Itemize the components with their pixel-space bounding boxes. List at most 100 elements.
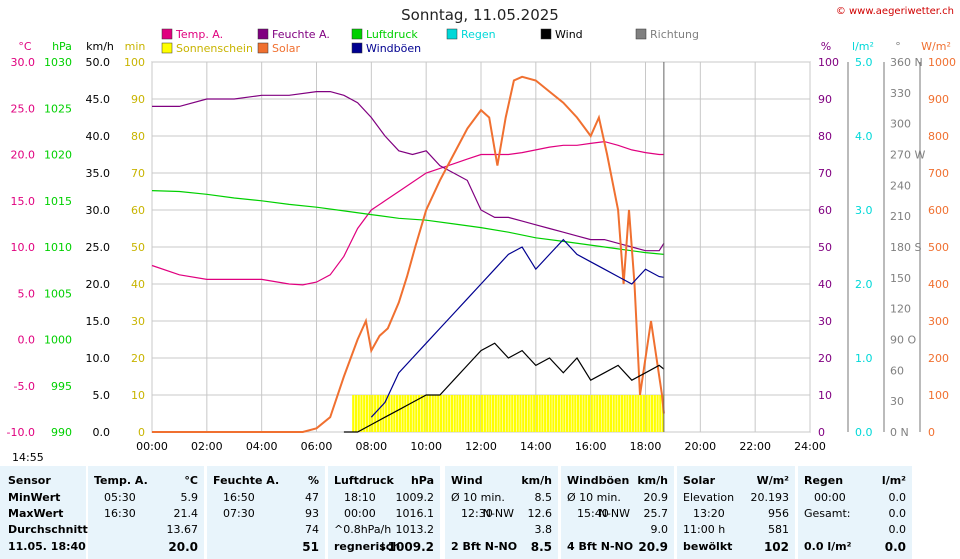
summary-row: 2 Bft N-NO 8.5 xyxy=(449,540,554,556)
summary-cell-label: Temp. A. xyxy=(94,474,148,487)
direction-tick-label: 240 xyxy=(890,179,911,192)
wind-tick-label: 10.0 xyxy=(86,352,111,365)
summary-cell-direction: N-NW xyxy=(598,507,630,520)
summary-cell-value: 0.0 xyxy=(888,523,907,536)
summary-cell-value: 1016.1 xyxy=(395,507,435,520)
temp-tick-label: 10.0 xyxy=(11,241,36,254)
summary-cell-value: 20.9 xyxy=(638,540,668,554)
humidity-tick-label: 80 xyxy=(818,130,832,143)
sunshine-bar xyxy=(404,395,407,432)
humidity-tick-label: 40 xyxy=(818,278,832,291)
sunshine-bar xyxy=(653,395,656,432)
sunshine-bar xyxy=(527,395,530,432)
sunshine-bar xyxy=(557,395,560,432)
copyright-link[interactable]: © www.aegeriwetter.ch xyxy=(835,6,954,17)
summary-cell-label: Ø 10 min. xyxy=(451,491,505,504)
summary-row: 0.0 l/m² 0.0 xyxy=(802,540,908,556)
wind-tick-label: 5.0 xyxy=(93,389,111,402)
summary-cell-value: km/h xyxy=(521,474,552,487)
wind-tick-label: 15.0 xyxy=(86,315,111,328)
sunshine-bar xyxy=(598,395,602,432)
legend-swatch xyxy=(161,42,173,54)
solar-tick-label: 200 xyxy=(928,352,949,365)
legend-swatch xyxy=(351,42,363,54)
sunshine-bar xyxy=(555,395,558,432)
summary-row: 00:00 1016.1 xyxy=(332,507,436,523)
temp-tick-label: 25.0 xyxy=(11,102,36,115)
sunshine-bar xyxy=(650,395,654,432)
x-tick-label: 20:00 xyxy=(684,440,716,453)
summary-cell-value: 8.5 xyxy=(534,491,553,504)
sunshine-bar xyxy=(371,395,374,432)
wind-unit-label: km/h xyxy=(86,40,114,53)
sunshine-bar xyxy=(489,395,492,432)
rain-tick-label: 4.0 xyxy=(855,130,873,143)
sunshine-bar xyxy=(538,395,541,432)
summary-cell-label: 00:00 xyxy=(344,507,376,520)
sunshine-tick-label: 0 xyxy=(138,426,145,439)
sunshine-bar xyxy=(409,395,412,432)
pressure-tick-label: 1025 xyxy=(44,102,72,115)
sunshine-bar xyxy=(360,395,363,432)
summary-row: 12:30 N-NW 12.6 xyxy=(449,507,554,523)
sunshine-unit-label: min xyxy=(125,40,146,53)
summary-cell-value: % xyxy=(307,474,319,487)
summary-cell-value: 74 xyxy=(305,523,319,536)
x-tick-label: 08:00 xyxy=(355,440,387,453)
sunshine-bar xyxy=(417,395,421,432)
summary-cell-label: 16:30 xyxy=(104,507,136,520)
direction-tick-label: 360 N xyxy=(890,56,923,69)
temp-tick-label: 20.0 xyxy=(11,149,36,162)
sunshine-bar xyxy=(524,395,528,432)
sunshine-bar xyxy=(634,395,637,432)
summary-row: 18:10 1009.2 xyxy=(332,491,436,507)
summary-cell-label: bewölkt xyxy=(683,540,733,553)
sunshine-bar xyxy=(481,395,484,432)
summary-cell-value: °C xyxy=(184,474,198,487)
sunshine-tick-label: 70 xyxy=(131,167,145,180)
pressure-tick-label: 1030 xyxy=(44,56,72,69)
sunshine-bar xyxy=(579,395,582,432)
solar-tick-label: 800 xyxy=(928,130,949,143)
pressure-tick-label: 995 xyxy=(51,380,72,393)
summary-cell-label: 4 Bft N-NO xyxy=(567,540,634,553)
summary-cell-value: ↓1009.2 xyxy=(377,540,434,554)
series-line-wind xyxy=(343,342,665,433)
sunshine-bar xyxy=(631,395,634,432)
summary-row: Windböen km/h xyxy=(565,474,670,490)
sunshine-bar xyxy=(352,395,355,432)
sunshine-bar xyxy=(601,395,604,432)
solar-tick-label: 600 xyxy=(928,204,949,217)
sunshine-bar xyxy=(563,395,566,432)
summary-cell-value: hPa xyxy=(410,474,434,487)
rain-tick-label: 0.0 xyxy=(855,426,873,439)
sunshine-bar xyxy=(363,395,366,432)
sunshine-bar xyxy=(486,395,489,432)
pressure-tick-label: 1010 xyxy=(44,241,72,254)
summary-row: bewölkt 102 xyxy=(681,540,791,556)
solar-tick-label: 1000 xyxy=(928,56,956,69)
sunshine-bar xyxy=(522,395,525,432)
summary-row: 05:30 5.9 xyxy=(92,491,200,507)
series-line-feuchte-a- xyxy=(152,90,665,252)
summary-row: Regen l/m² xyxy=(802,474,908,490)
summary-cell-value: 93 xyxy=(305,507,319,520)
wind-tick-label: 20.0 xyxy=(86,278,111,291)
summary-cell-label: 18:10 xyxy=(344,491,376,504)
sunshine-tick-label: 90 xyxy=(131,93,145,106)
x-tick-label: 00:00 xyxy=(136,440,168,453)
sunshine-bar xyxy=(535,395,539,432)
sunshine-bar xyxy=(385,395,388,432)
wind-tick-label: 35.0 xyxy=(86,167,111,180)
direction-unit-label: ° xyxy=(895,40,901,53)
humidity-unit-label: % xyxy=(821,40,831,53)
summary-cell-label: Elevation xyxy=(683,491,735,504)
solar-tick-label: 700 xyxy=(928,167,949,180)
direction-tick-label: 60 xyxy=(890,364,904,377)
summary-row: 16:30 21.4 xyxy=(92,507,200,523)
summary-cell-value: 25.7 xyxy=(643,507,669,520)
series-line-luftdruck xyxy=(151,190,664,255)
summary-row: 20.0 xyxy=(92,540,200,556)
rain-tick-label: 1.0 xyxy=(855,352,873,365)
legend-label: Temp. A. xyxy=(175,28,223,41)
